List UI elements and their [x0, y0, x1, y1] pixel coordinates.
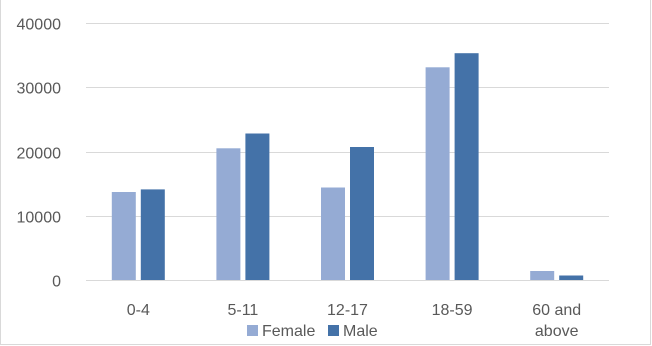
- y-axis-tick-labels: 0 10000 20000 30000 40000: [17, 17, 62, 291]
- legend-swatch-male: [328, 325, 339, 336]
- x-tick-label: 5-11: [227, 302, 258, 319]
- gridlines: [86, 23, 609, 281]
- y-tick-label: 0: [52, 274, 61, 291]
- x-tick-label: 12-17: [327, 302, 368, 319]
- y-tick-label: 20000: [17, 146, 62, 163]
- bar-male-5-11: [245, 133, 270, 280]
- legend-swatch-female: [247, 325, 258, 336]
- bar-male-12-17: [350, 147, 374, 280]
- y-tick-label: 10000: [17, 210, 62, 227]
- bar-female-60-and-above: [530, 271, 555, 280]
- x-tick-label-line: 12-17: [327, 302, 368, 319]
- x-tick-label: 60 and above: [532, 302, 581, 340]
- bar-female-12-17: [321, 187, 345, 280]
- bar-male-0-4: [140, 189, 165, 280]
- bars: [111, 53, 584, 281]
- y-tick-label: 30000: [17, 81, 62, 98]
- x-tick-label-line: 0-4: [127, 302, 150, 319]
- x-tick-label-line: 60 and: [532, 302, 581, 319]
- legend: Female Male: [247, 323, 378, 340]
- legend-label-female: Female: [262, 323, 315, 340]
- x-axis-tick-labels: 0-4 5-11 12-17 18-59 60 and above: [127, 302, 581, 340]
- x-tick-label-line: 5-11: [227, 302, 258, 319]
- y-tick-label: 40000: [17, 17, 62, 34]
- x-tick-label-line: above: [535, 323, 579, 340]
- bar-male-18-59: [454, 53, 479, 281]
- x-tick-label: 0-4: [127, 302, 150, 319]
- x-tick-label-line: 18-59: [432, 302, 473, 319]
- bar-female-0-4: [111, 192, 136, 280]
- bar-female-5-11: [216, 148, 241, 280]
- bar-male-60-and-above: [559, 275, 584, 280]
- legend-label-male: Male: [343, 323, 378, 340]
- x-tick-label: 18-59: [432, 302, 473, 319]
- bar-female-18-59: [425, 67, 450, 280]
